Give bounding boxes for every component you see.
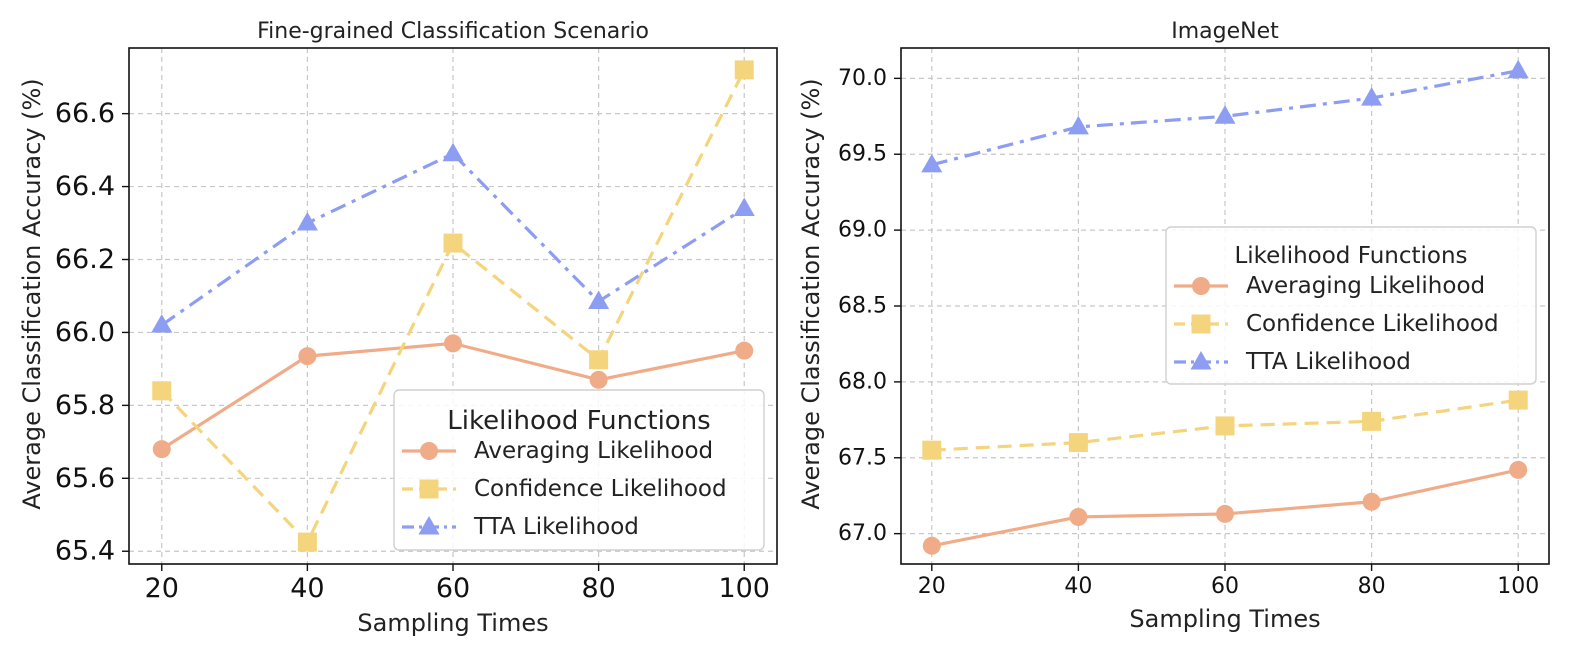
legend-marker [418,516,440,535]
data-point [152,381,172,401]
legend-label: Averaging Likelihood [1246,273,1485,299]
data-point [589,350,609,370]
legend-marker [1191,314,1211,334]
x-axis-label: Sampling Times [357,609,548,637]
series-line [160,69,746,544]
data-point [1069,507,1088,526]
series-confidence-likelihood [922,390,1528,460]
x-axis: 20 40 60 80 100 [918,564,1539,599]
legend-marker [1190,351,1212,370]
data-point [1214,105,1236,124]
legend-entry: TTA Likelihood [402,514,639,540]
legend-entry: Averaging Likelihood [1174,273,1485,299]
data-point [1507,59,1529,79]
x-tick-label: 80 [581,573,615,604]
data-point [588,290,610,309]
legend-label: TTA Likelihood [1245,349,1411,375]
chart-title: ImageNet [1171,19,1279,44]
data-point [442,142,464,162]
data-point [1362,492,1381,511]
x-tick-label: 80 [1358,574,1386,599]
chart-fine-grained: Fine-grained Classification Scenario Sam… [18,19,778,637]
legend-label: TTA Likelihood [473,514,639,540]
series-tta-likelihood [151,142,755,333]
y-tick-label: 69.5 [838,142,887,167]
legend-entry: Confidence Likelihood [402,476,727,502]
x-tick-label: 60 [436,573,470,604]
chart-imagenet: ImageNet Sampling Times Average Classifi… [797,19,1550,633]
data-point [735,341,754,360]
legend-box [1165,226,1537,385]
y-tick-label: 65.6 [55,463,115,494]
data-point [1361,87,1383,106]
data-point [733,197,755,216]
series-tta-likelihood [921,59,1529,173]
y-tick-label: 66.4 [55,171,115,202]
legend-title: Likelihood Functions [447,406,710,436]
legend-entry: TTA Likelihood [1174,349,1411,375]
y-axis-label: Average Classification Accuracy (%) [797,78,825,509]
data-point [589,370,608,389]
x-tick-label: 60 [1211,574,1239,599]
data-point [296,212,318,231]
series-line [160,152,746,327]
data-point [1216,504,1234,523]
data-point [151,314,173,333]
legend-marker [419,479,439,499]
data-point [298,347,317,366]
y-axis: 65.4 65.6 65.8 66.0 66.2 66.4 66.6 [55,98,129,567]
x-tick-label: 100 [718,573,770,604]
y-tick-label: 66.0 [55,317,115,348]
legend-box [393,389,765,551]
y-tick-label: 65.4 [55,536,115,567]
y-tick-label: 67.5 [838,445,887,470]
legend-label: Confidence Likelihood [1246,311,1499,337]
x-tick-label: 20 [918,574,946,599]
x-tick-label: 20 [145,573,179,604]
x-tick-label: 40 [1064,574,1092,599]
series-averaging-likelihood [922,460,1528,555]
data-point [922,440,942,460]
y-tick-label: 68.5 [838,294,887,319]
legend-marker [1192,277,1210,295]
series-averaging-likelihood [152,334,754,459]
data-point [1509,460,1528,479]
data-point [297,532,317,552]
y-tick-label: 66.2 [55,244,115,275]
y-axis-label: Average Classification Accuracy (%) [18,78,46,509]
data-point [152,440,171,459]
legend-marker [420,442,438,460]
x-axis-label: Sampling Times [1129,605,1320,633]
y-tick-label: 65.8 [55,390,115,421]
data-point [1068,433,1088,453]
legend-title: Likelihood Functions [1234,243,1467,269]
data-point [922,536,941,555]
legend-label: Averaging Likelihood [474,438,713,464]
legend-entry: Confidence Likelihood [1174,311,1499,337]
data-point [1215,416,1235,436]
data-point [921,153,943,173]
x-tick-label: 100 [1497,574,1539,599]
data-point [444,334,462,353]
y-tick-label: 68.0 [838,369,887,394]
data-point [1508,390,1528,410]
legend-entry: Averaging Likelihood [402,438,713,464]
x-axis: 20 40 60 80 100 [145,564,770,604]
y-axis: 67.0 67.5 68.0 68.5 69.0 69.5 70.0 [838,66,901,546]
y-tick-label: 67.0 [838,521,887,546]
legend: Likelihood Functions Averaging Likelihood… [1165,226,1537,385]
y-tick-label: 66.6 [55,98,115,129]
y-tick-label: 70.0 [838,66,887,91]
data-point [1362,411,1382,431]
data-point [734,60,754,80]
chart-title: Fine-grained Classification Scenario [257,19,649,44]
x-tick-label: 40 [290,573,324,604]
series-confidence-likelihood [152,60,754,552]
legend-label: Confidence Likelihood [474,476,727,502]
data-point [443,233,463,253]
data-point [1067,115,1089,135]
y-tick-label: 69.0 [838,218,887,243]
